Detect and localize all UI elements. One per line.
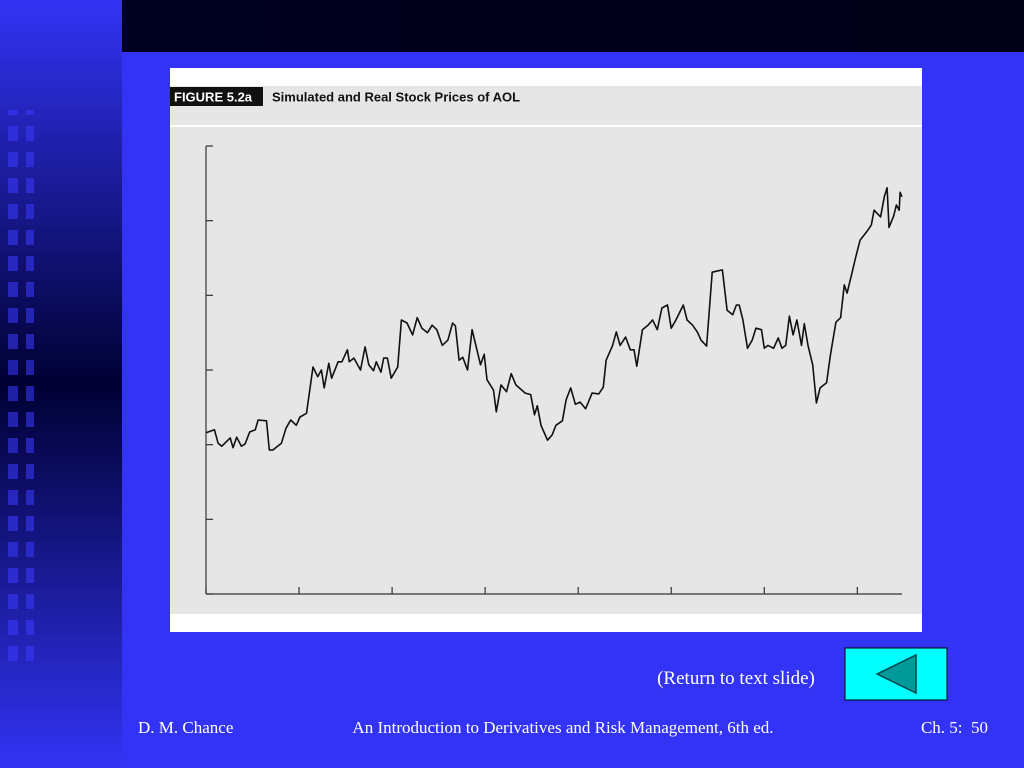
top-band xyxy=(122,0,1024,52)
footer-author: D. M. Chance xyxy=(138,718,233,737)
back-button[interactable] xyxy=(844,647,948,701)
plot xyxy=(205,145,903,595)
footer-page: Ch. 5: 50 xyxy=(921,718,988,737)
figure-label-box xyxy=(170,87,263,106)
footer-book: An Introduction to Derivatives and Risk … xyxy=(352,718,773,737)
left-squares xyxy=(0,110,34,670)
chart-title: Simulated and Real Stock Prices of AOL xyxy=(272,90,520,105)
price-line xyxy=(205,187,903,451)
back-arrow[interactable] xyxy=(875,653,917,695)
return-link-text[interactable]: (Return to text slide) xyxy=(657,668,815,689)
plot-background xyxy=(170,86,922,614)
figure-label: FIGURE 5.2a xyxy=(174,90,253,105)
back-button-box[interactable] xyxy=(844,647,948,701)
